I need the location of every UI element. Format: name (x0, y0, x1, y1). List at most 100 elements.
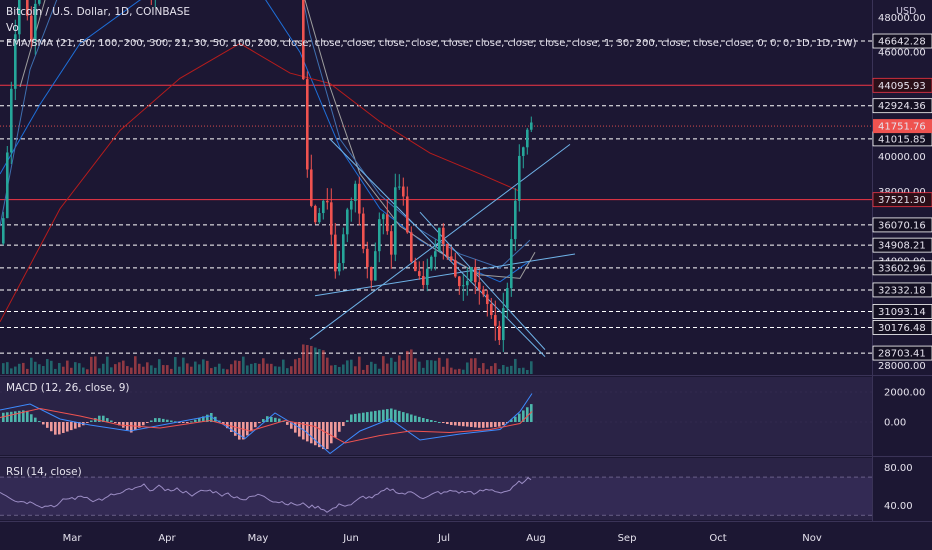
macd-histogram-bar (178, 422, 181, 423)
volume-bar (274, 366, 277, 374)
macd-histogram-bar (254, 422, 257, 428)
candle-body (490, 304, 493, 316)
price-level-tag (872, 282, 932, 298)
volume-bar (370, 361, 373, 374)
macd-histogram-bar (338, 422, 341, 432)
macd-histogram-bar (354, 413, 357, 422)
macd-histogram-bar (190, 421, 193, 423)
indicator-legend[interactable]: EMA/SMA (21, 50, 100, 200, 300, 21, 30, … (6, 38, 857, 49)
volume-bar (130, 367, 133, 374)
macd-histogram-bar (390, 408, 393, 422)
rsi-label[interactable]: RSI (14, close) (6, 466, 82, 478)
volume-bar (366, 364, 369, 374)
macd-histogram-bar (126, 422, 129, 431)
candle-body (366, 248, 369, 268)
macd-signal-line (0, 407, 533, 444)
candle-body (486, 294, 489, 305)
symbol-title[interactable]: Bitcoin / U.S. Dollar, 1D, COINBASE (6, 6, 191, 18)
candle-body (454, 260, 457, 277)
candle-body (26, 0, 29, 16)
volume-bar (418, 361, 421, 374)
volume-bar (38, 364, 41, 374)
volume-bar (286, 368, 289, 374)
volume-bar (62, 366, 65, 374)
macd-histogram-bar (90, 420, 93, 422)
macd-histogram-bar (170, 420, 173, 422)
volume-bar (170, 368, 173, 374)
volume-bar (262, 358, 265, 374)
volume-bar (342, 364, 345, 374)
candle-body (426, 268, 429, 285)
candle-body (398, 186, 401, 188)
volume-bar (530, 361, 533, 374)
candle-body (450, 256, 453, 261)
volume-bar (526, 369, 529, 374)
macd-histogram-bar (458, 422, 461, 426)
price-level-tag (872, 304, 932, 319)
volume-bar (414, 358, 417, 374)
macd-histogram-bar (218, 420, 221, 422)
volume-bar (470, 358, 473, 374)
price-level-label: 34908.21 (878, 241, 926, 252)
volume-bar (214, 366, 217, 374)
volume-bar (114, 364, 117, 374)
candle-body (418, 271, 421, 276)
volume-bar (270, 363, 273, 374)
macd-histogram-bar (202, 416, 205, 422)
macd-histogram-bar (446, 422, 449, 424)
volume-bar (2, 363, 5, 374)
volume-bar (54, 368, 57, 374)
macd-histogram-bar (422, 418, 425, 422)
macd-histogram-bar (382, 409, 385, 422)
candle-body (350, 201, 353, 210)
volume-bar (198, 364, 201, 374)
volume-bar (330, 365, 333, 374)
time-axis-label: Sep (618, 533, 637, 544)
volume-bar (70, 367, 73, 374)
macd-histogram-bar (98, 415, 101, 422)
volume-bar (78, 363, 81, 374)
macd-histogram-bar (498, 422, 501, 427)
macd-histogram-bar (58, 422, 61, 435)
macd-histogram-bar (290, 422, 293, 429)
volume-bar (210, 368, 213, 374)
macd-histogram-bar (314, 422, 317, 446)
macd-histogram-bar (206, 414, 209, 422)
volume-bar (354, 366, 357, 374)
macd-histogram-bar (426, 419, 429, 422)
volume-bar (150, 365, 153, 374)
candle-body (314, 205, 317, 223)
volume-bar (254, 363, 257, 374)
candle-body (410, 232, 413, 262)
macd-histogram-bar (306, 422, 309, 442)
candle-body (318, 213, 321, 223)
price-level-label: 30176.48 (878, 323, 926, 334)
macd-label[interactable]: MACD (12, 26, close, 9) (6, 382, 130, 394)
volume-bar (506, 366, 509, 374)
volume-bar (454, 369, 457, 374)
volume-bar (110, 367, 113, 374)
macd-histogram-bar (278, 418, 281, 422)
volume-bar (394, 361, 397, 374)
volume-bar (502, 365, 505, 374)
volume-bar (490, 366, 493, 374)
candle-body (10, 88, 13, 153)
macd-histogram-bar (370, 411, 373, 422)
price-axis-tick: 48000.00 (878, 13, 926, 24)
volume-bar (310, 345, 313, 374)
volume-label[interactable]: Vo (6, 22, 19, 34)
candle-body (306, 79, 309, 170)
candle-body (6, 152, 9, 219)
macd-histogram-bar (366, 412, 369, 422)
candle-body (302, 0, 305, 80)
volume-bar (242, 356, 245, 374)
ema-red-line (0, 42, 521, 323)
macd-histogram-bar (6, 412, 9, 422)
candle-body (474, 267, 477, 283)
volume-bar (126, 366, 129, 374)
price-level-label: 32332.18 (878, 285, 926, 296)
volume-bar (478, 367, 481, 374)
time-axis-label: Oct (709, 533, 726, 544)
